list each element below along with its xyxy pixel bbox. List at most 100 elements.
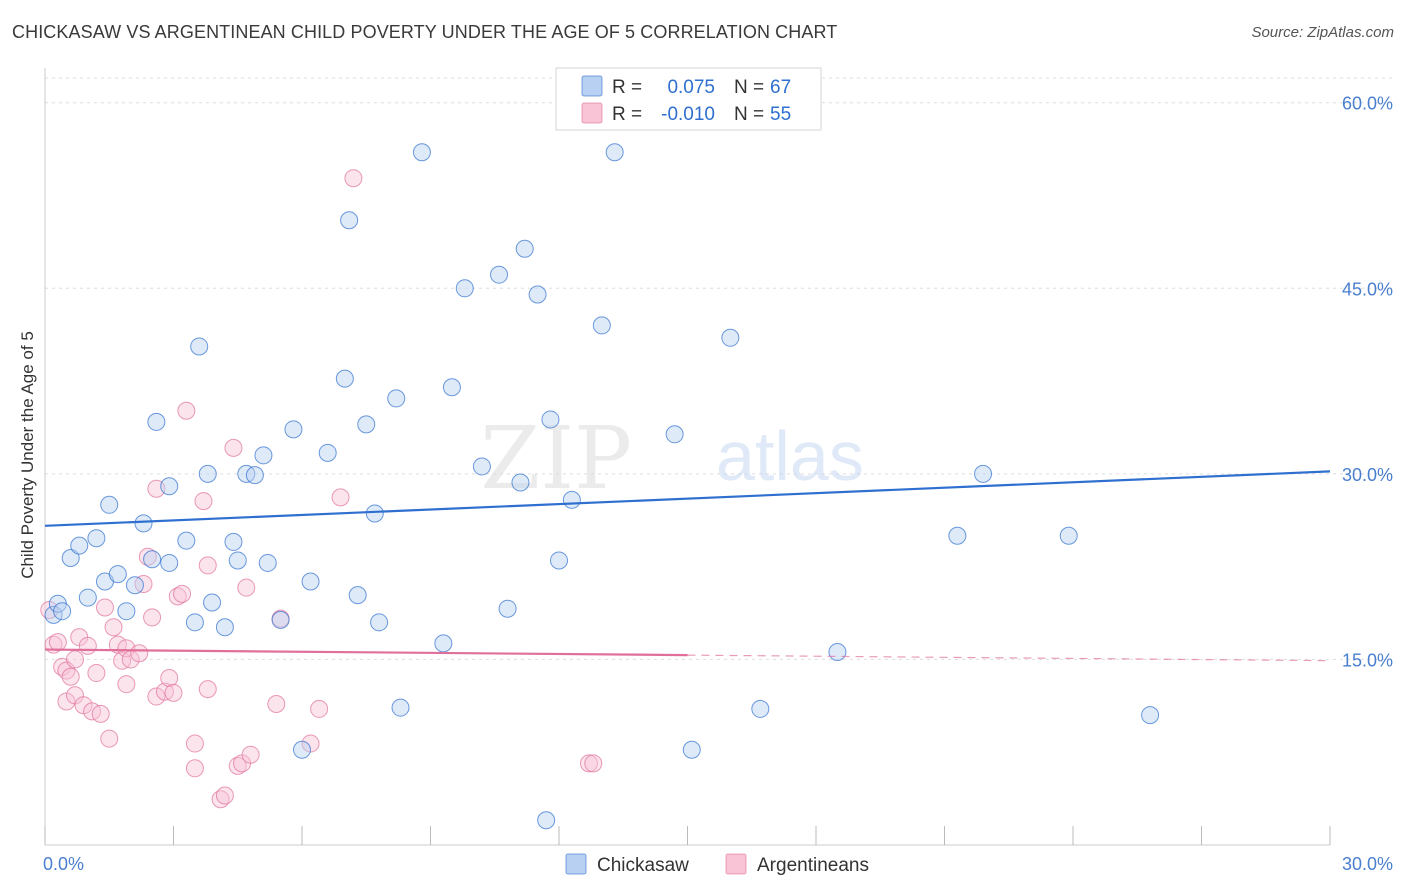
chickasaw-point [605,143,624,162]
chickasaw-point [190,337,209,356]
legend-n-label: N = [734,104,764,125]
argentineans-point [48,633,67,652]
legend-r-value: 0.075 [667,77,715,98]
chickasaw-point [537,811,556,830]
axes: 15.0% 30.0% 45.0% 60.0% 0.0% 30.0% [43,68,1393,874]
chickasaw-point [245,466,264,485]
bottom-legend-label-chickasaw: Chickasaw [597,855,689,876]
chickasaw-point [562,490,581,509]
chickasaw-point [108,565,127,584]
argentineans-point [65,650,84,669]
chickasaw-point [370,613,389,632]
chickasaw-point [665,425,684,444]
chickasaw-point [271,610,290,629]
argentineans-point [267,694,286,713]
chickasaw-point [198,464,217,483]
watermark: ZIP atlas [480,409,863,509]
watermark-atlas: atlas [716,417,864,495]
argentineans-point [237,578,256,597]
chickasaw-point [44,605,63,624]
x-tick-label: 30.0% [1342,854,1393,874]
chickasaw-point [498,599,517,618]
argentineans-point [344,169,363,188]
chickasaw-point [721,328,740,347]
chickasaw-point [228,551,247,570]
chickasaw-point [442,378,461,397]
trend-lines [44,470,1331,662]
argentineans-point [215,786,234,805]
chickasaw-point [117,602,136,621]
legend-n-label: N = [734,77,764,98]
chickasaw-point [254,446,273,465]
y-tick-label: 30.0% [1342,465,1393,485]
source-label: Source: ZipAtlas.com [1251,24,1394,41]
chickasaw-point [258,553,277,572]
chickasaw-point [528,285,547,304]
chickasaw-point [160,477,179,496]
chickasaw-point [387,389,406,408]
chickasaw-point [203,593,222,612]
chickasaw-point [541,410,560,429]
argentineans-point [61,667,80,686]
chickasaw-point [1059,526,1078,545]
chickasaw-point [61,548,80,567]
y-tick-label: 45.0% [1342,279,1393,299]
argentineans-point [194,492,213,511]
argentineans-point [185,734,204,753]
legend-swatch-chickasaw [581,75,603,97]
chickasaw-point [53,602,72,621]
argentineans-point [173,584,192,603]
chart-title: CHICKASAW VS ARGENTINEAN CHILD POVERTY U… [12,22,838,42]
argentineans-point [331,488,350,507]
chickasaw-point [78,588,97,607]
chickasaw-point [224,532,243,551]
legend-r-value: -0.010 [661,104,715,125]
chickasaw-point [70,536,89,555]
chickasaw-point [511,473,530,492]
y-tick-label: 60.0% [1342,94,1393,114]
argentineans-trend-line-dashed [687,654,1331,662]
chickasaw-point [87,529,106,548]
legend: R = 0.075 N = 67 R = -0.010 N = 55 [555,67,822,131]
chickasaw-point [177,531,196,550]
argentineans-point [104,618,123,637]
chickasaw-point [974,464,993,483]
chickasaw-point [592,316,611,335]
chickasaw-point [147,412,166,431]
legend-n-value: 67 [770,77,791,98]
legend-r-label: R = [612,77,642,98]
bottom-legend-label-argentineans: Argentineans [757,855,869,876]
chickasaw-point [434,634,453,653]
chickasaw-point [515,239,534,258]
chickasaw-point [348,586,367,605]
chickasaw-point [293,740,311,759]
x-tick-label: 0.0% [43,854,84,874]
chickasaw-point [357,415,376,434]
argentineans-point [87,664,106,683]
bottom-legend: Chickasaw Argentineans [565,853,869,876]
series-chickasaw [44,143,1160,830]
chickasaw-point [948,526,967,545]
argentineans-point [224,438,243,457]
chickasaw-point [318,443,337,462]
argentineans-point [147,687,166,706]
chickasaw-point [472,457,491,476]
argentineans-point [177,401,196,420]
argentineans-point [584,754,603,773]
argentineans-point [91,704,110,723]
argentineans-point [198,680,217,699]
chickasaw-point [215,618,234,637]
chickasaw-point [1141,706,1160,725]
legend-n-value: 55 [770,104,791,125]
chickasaw-trend-line [44,470,1331,527]
argentineans-point [185,759,204,778]
argentineans-point [143,608,162,627]
chickasaw-point [412,143,431,162]
chickasaw-point [160,553,179,572]
chickasaw-point [365,504,384,523]
chickasaw-point [455,279,474,298]
chickasaw-point [391,698,410,717]
argentineans-point [117,675,136,694]
chickasaw-point [301,572,320,591]
argentineans-point [241,745,260,764]
